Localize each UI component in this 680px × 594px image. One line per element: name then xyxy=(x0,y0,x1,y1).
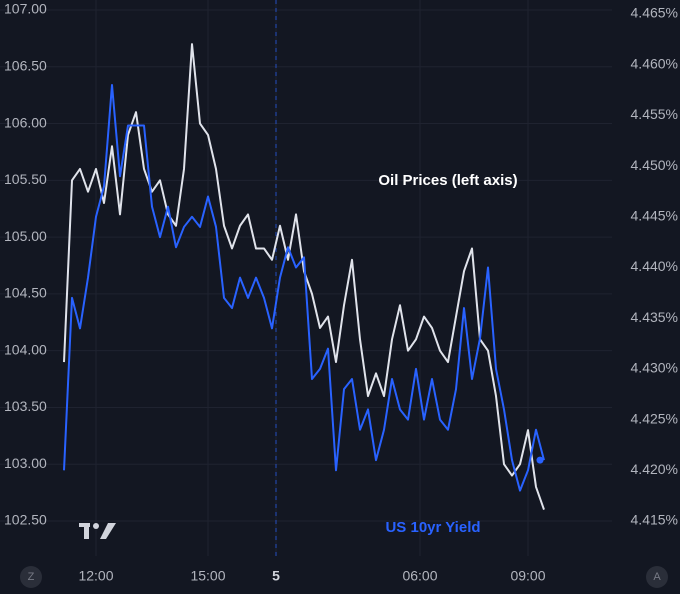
y-tick-label: 102.50 xyxy=(4,512,47,528)
y2-tick-label: 4.460% xyxy=(631,55,678,71)
x-tick-label: 09:00 xyxy=(510,568,545,584)
y2-tick-label: 4.440% xyxy=(631,258,678,274)
y-tick-label: 103.00 xyxy=(4,455,47,471)
y2-tick-label: 4.435% xyxy=(631,309,678,325)
y2-tick-label: 4.465% xyxy=(631,5,678,21)
y2-tick-label: 4.445% xyxy=(631,208,678,224)
y-tick-label: 105.00 xyxy=(4,228,47,244)
x-tick-label: 06:00 xyxy=(402,568,437,584)
plot xyxy=(63,43,545,510)
y-tick-label: 105.50 xyxy=(4,171,47,187)
y2-tick-label: 4.450% xyxy=(631,157,678,173)
y-tick-label: 106.00 xyxy=(4,114,47,130)
annotation: US 10yr Yield xyxy=(385,519,480,536)
y2-tick-label: 4.430% xyxy=(631,360,678,376)
y-tick-label: 106.50 xyxy=(4,57,47,73)
annotation: Oil Prices (left axis) xyxy=(378,172,517,189)
y-tick-label: 104.00 xyxy=(4,341,47,357)
y2-tick-label: 4.425% xyxy=(631,410,678,426)
svg-text:A: A xyxy=(653,571,661,583)
x-tick-label: 15:00 xyxy=(190,568,225,584)
x-tick-label: 12:00 xyxy=(78,568,113,584)
series-line xyxy=(63,83,545,492)
auto-scale-button[interactable]: A xyxy=(646,566,668,588)
y-tick-label: 104.50 xyxy=(4,285,47,301)
last-point xyxy=(536,456,544,464)
svg-text:Z: Z xyxy=(28,571,35,583)
auto-zoom-button[interactable]: Z xyxy=(20,566,42,588)
y2-tick-label: 4.420% xyxy=(631,461,678,477)
y2-tick-label: 4.415% xyxy=(631,512,678,528)
y-tick-label: 103.50 xyxy=(4,398,47,414)
logo xyxy=(79,523,116,539)
x-tick-label: 5 xyxy=(272,568,280,584)
y-tick-label: 107.00 xyxy=(4,1,47,17)
y2-tick-label: 4.455% xyxy=(631,106,678,122)
